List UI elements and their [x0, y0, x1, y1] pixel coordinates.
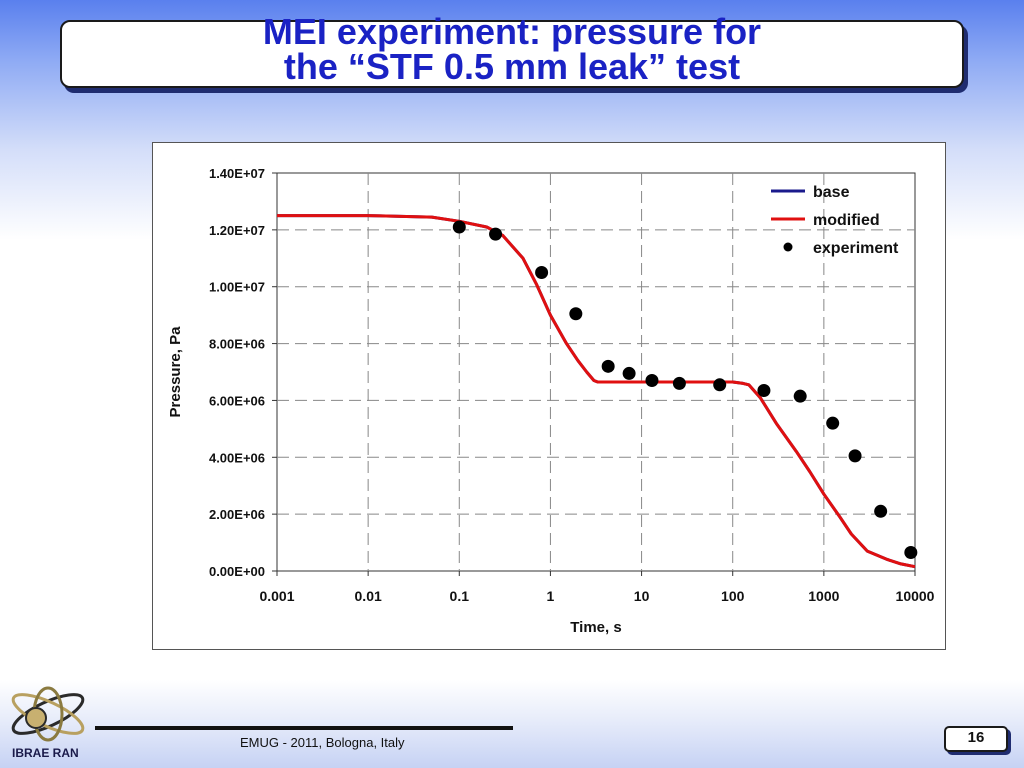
x-axis-label: Time, s	[570, 619, 621, 636]
x-tick-label: 10	[634, 588, 650, 604]
x-tick-label: 0.01	[355, 588, 382, 604]
data-point-experiment	[874, 504, 888, 518]
x-tick-label: 1000	[808, 588, 839, 604]
data-point-experiment	[713, 378, 727, 392]
x-tick-label: 10000	[896, 588, 935, 604]
legend-label-experiment: experiment	[813, 240, 899, 257]
data-point-experiment	[826, 416, 840, 430]
data-point-experiment	[622, 366, 636, 380]
chart-frame: 0.001 0.01 0.1 1 10 100 1000 10000 0.00E+00 2.00E…	[152, 142, 946, 650]
data-point-experiment	[793, 389, 807, 403]
y-tick-label: 4.00E+06	[209, 450, 265, 465]
data-point-experiment	[848, 449, 862, 463]
footer-text: EMUG - 2011, Bologna, Italy	[240, 735, 405, 750]
slide-title-line2: the “STF 0.5 mm leak” test	[283, 46, 741, 87]
y-tick-label: 2.00E+06	[209, 507, 265, 522]
x-tick-label: 1	[547, 588, 555, 604]
y-tick-label: 8.00E+06	[209, 337, 265, 352]
x-tick-label: 100	[721, 588, 745, 604]
x-tick-label: 0.1	[450, 588, 470, 604]
legend-swatch-experiment	[783, 242, 793, 252]
page-number: 16	[967, 729, 985, 746]
plot-area	[276, 172, 916, 572]
data-point-experiment	[452, 220, 466, 234]
footer-divider	[95, 726, 513, 730]
page-number-box	[944, 726, 1008, 752]
legend-label-base: base	[813, 184, 850, 201]
slide-title-line1: MEI experiment: pressure for	[262, 11, 762, 52]
data-point-experiment	[904, 546, 918, 560]
slide-title: MEI experiment: pressure for the “STF 0.…	[60, 11, 964, 87]
y-tick-label: 1.00E+07	[209, 280, 265, 295]
x-tick-label: 0.001	[259, 588, 294, 604]
data-point-experiment	[757, 383, 771, 397]
logo-text: IBRAE RAN	[12, 746, 79, 760]
data-point-experiment	[569, 307, 583, 321]
y-axis-label: Pressure, Pa	[167, 326, 184, 418]
y-tick-label: 1.20E+07	[209, 223, 265, 238]
data-point-experiment	[489, 227, 503, 241]
data-point-experiment	[645, 374, 659, 388]
legend-label-modified: modified	[813, 212, 880, 229]
y-tick-label: 1.40E+07	[209, 166, 265, 181]
data-point-experiment	[535, 266, 549, 279]
y-tick-label: 6.00E+06	[209, 393, 265, 408]
data-point-experiment	[672, 376, 686, 390]
ibrae-logo-icon	[4, 684, 94, 751]
pressure-chart: 0.001 0.01 0.1 1 10 100 1000 10000 0.00E+00 2.00E…	[167, 166, 935, 636]
y-tick-label: 0.00E+00	[209, 564, 265, 579]
data-point-experiment	[601, 359, 615, 373]
series-line-modified	[277, 214, 916, 569]
title-box	[60, 20, 964, 88]
